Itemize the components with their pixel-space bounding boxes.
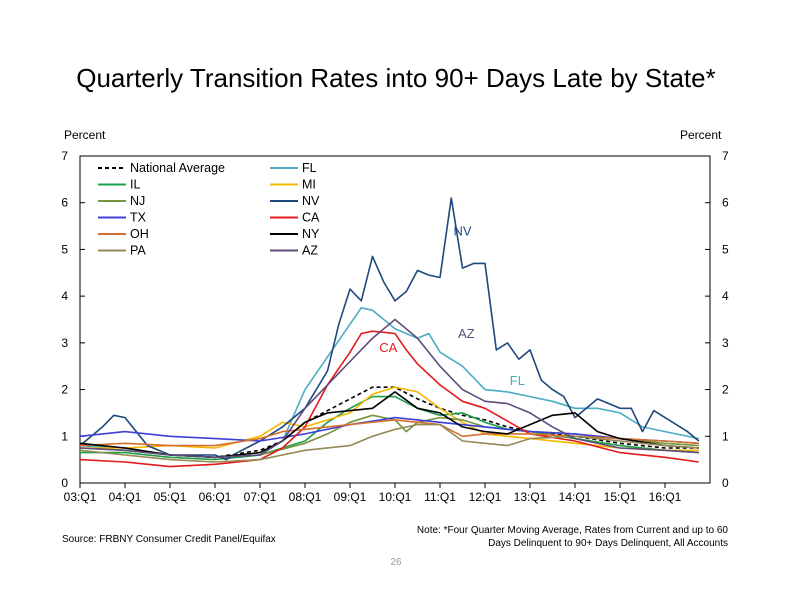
x-tick-label: 09:Q1 — [334, 490, 367, 504]
legend-label: TX — [130, 211, 147, 225]
x-tick-label: 04:Q1 — [109, 490, 142, 504]
x-tick-label: 07:Q1 — [244, 490, 277, 504]
legend-label: PA — [130, 244, 146, 258]
chart-source: Source: FRBNY Consumer Credit Panel/Equi… — [62, 534, 276, 545]
x-tick-label: 13:Q1 — [514, 490, 547, 504]
x-tick-label: 06:Q1 — [199, 490, 232, 504]
series-line-mi — [80, 386, 699, 452]
legend-label: MI — [302, 178, 316, 192]
y-tick-label-left: 4 — [61, 289, 68, 303]
y-tick-label-right: 4 — [722, 289, 729, 303]
y-tick-label-right: 6 — [722, 196, 729, 210]
y-tick-label-left: 6 — [61, 196, 68, 210]
y-tick-label-right: 5 — [722, 242, 729, 256]
page-number: 26 — [390, 557, 402, 568]
annotation-az: AZ — [458, 326, 475, 341]
y-tick-label-left: 0 — [61, 476, 68, 490]
series-line-az — [79, 318, 699, 459]
y-tick-label-right: 7 — [722, 149, 729, 163]
left-axis-unit: Percent — [64, 128, 106, 142]
legend-label: NY — [302, 227, 320, 241]
y-tick-label-right: 2 — [722, 383, 729, 397]
chart-title: Quarterly Transition Rates into 90+ Days… — [76, 63, 716, 93]
x-tick-label: 11:Q1 — [424, 490, 456, 504]
chart-note: Note: *Four Quarter Moving Average, Rate… — [308, 524, 728, 550]
legend-label: IL — [130, 178, 140, 192]
y-tick-label-right: 3 — [722, 336, 729, 350]
y-tick-label-right: 1 — [722, 429, 729, 443]
series-line-pa — [79, 423, 699, 463]
annotation-fl: FL — [510, 373, 525, 388]
x-tick-label: 15:Q1 — [604, 490, 637, 504]
x-tick-label: 05:Q1 — [154, 490, 187, 504]
legend-label: AZ — [302, 244, 318, 258]
y-tick-label-left: 7 — [61, 149, 68, 163]
y-tick-label-left: 1 — [61, 429, 68, 443]
legend-label: FL — [302, 161, 317, 175]
series-line-il — [80, 395, 699, 461]
y-tick-label-right: 0 — [722, 476, 729, 490]
x-tick-label: 08:Q1 — [289, 490, 322, 504]
x-tick-label: 14:Q1 — [559, 490, 592, 504]
annotation-ca: CA — [379, 340, 397, 355]
annotation-nv: NV — [454, 223, 472, 238]
note-line-1: Note: *Four Quarter Moving Average, Rate… — [416, 525, 728, 536]
series-line-nv — [79, 197, 700, 461]
legend-label: CA — [302, 211, 320, 225]
x-tick-label: 03:Q1 — [64, 490, 97, 504]
y-tick-label-left: 2 — [61, 383, 68, 397]
legend-label: NV — [302, 194, 320, 208]
legend-label: National Average — [130, 161, 225, 175]
y-tick-label-left: 3 — [61, 336, 68, 350]
y-tick-label-left: 5 — [61, 242, 68, 256]
right-axis-unit: Percent — [680, 128, 722, 142]
legend-label: NJ — [130, 194, 145, 208]
x-tick-label: 10:Q1 — [379, 490, 412, 504]
series-line-ny — [79, 391, 699, 459]
series-line-oh — [79, 419, 699, 447]
legend-label: OH — [130, 227, 149, 241]
x-tick-label: 12:Q1 — [469, 490, 502, 504]
note-line-2: Days Delinquent to 90+ Days Delinquent, … — [488, 538, 728, 549]
x-tick-label: 16:Q1 — [649, 490, 682, 504]
